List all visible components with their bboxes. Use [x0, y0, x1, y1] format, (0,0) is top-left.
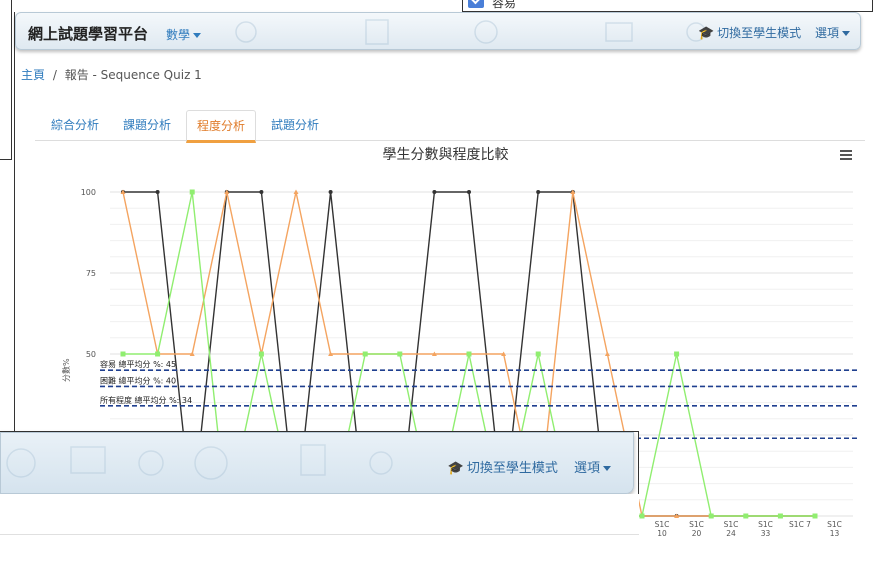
series-point [397, 351, 403, 357]
series-point [536, 190, 541, 194]
series-point [812, 513, 818, 519]
front-window: 🎓 切換至學生模式 選項 [0, 431, 639, 586]
front-switch-mode-label: 切換至學生模式 [466, 461, 558, 476]
front-navbar-right: 🎓 切換至學生模式 選項 [448, 457, 611, 476]
chevron-down-icon [842, 31, 850, 36]
series-point [466, 351, 472, 357]
series-point [328, 190, 333, 194]
graduation-cap-icon: 🎓 [697, 26, 715, 41]
x-tick-label: 20 [692, 529, 702, 538]
series-point [362, 351, 368, 357]
checkbox-checked-icon[interactable] [468, 0, 484, 8]
x-tick-label: S1C [827, 520, 842, 529]
series-point [743, 513, 749, 519]
front-navbar: 🎓 切換至學生模式 選項 [0, 432, 634, 494]
x-tick-label: 24 [726, 529, 736, 538]
series-point [259, 190, 264, 194]
series-point [224, 189, 230, 194]
chart-title: 學生分數與程度比較 [382, 147, 509, 163]
options-label: 選項 [814, 26, 839, 40]
subject-dropdown[interactable]: 數學 [166, 26, 202, 43]
x-tick-label: S1C [655, 520, 670, 529]
app-brand[interactable]: 網上試題學習平台 [28, 25, 149, 43]
series-point [674, 513, 680, 518]
checkbox-label: 容易 [492, 0, 517, 10]
reference-line-label: 容易 總平均分 %: 45 [100, 359, 176, 369]
series-point [431, 351, 437, 356]
tab-question[interactable]: 試題分析 [271, 118, 320, 132]
front-options-dropdown[interactable]: 選項 [574, 461, 611, 476]
series-point [189, 189, 195, 195]
options-dropdown[interactable]: 選項 [815, 26, 850, 40]
breadcrumb-home[interactable]: 主頁 [21, 68, 46, 82]
breadcrumb-current: 報告 - Sequence Quiz 1 [64, 68, 202, 82]
series-point [674, 351, 680, 357]
series-point [467, 190, 471, 194]
series-point [155, 351, 161, 357]
chevron-down-icon [603, 466, 611, 471]
series-point [570, 189, 576, 194]
chevron-down-icon [193, 33, 202, 38]
series-point [293, 189, 299, 194]
tab-overall[interactable]: 綜合分析 [51, 118, 100, 132]
front-window-body [0, 494, 639, 586]
series-point [777, 513, 783, 519]
switch-mode-label: 切換至學生模式 [717, 26, 802, 40]
top-navbar: 網上試題學習平台 數學 🎓 切換至學生模式 選項 [15, 12, 861, 50]
series-point [189, 351, 195, 356]
breadcrumb: 主頁 / 報告 - Sequence Quiz 1 [21, 66, 202, 83]
front-switch-mode-link[interactable]: 🎓 切換至學生模式 [448, 461, 558, 476]
x-tick-label: 13 [830, 529, 840, 538]
tab-topic[interactable]: 課題分析 [123, 118, 172, 132]
y-axis-label: 分數% [61, 358, 71, 382]
x-tick-label: 33 [761, 529, 771, 538]
x-tick-label: S1C [758, 520, 773, 529]
series-point [604, 351, 610, 356]
breadcrumb-separator: / [52, 68, 57, 82]
analysis-tabs: 綜合分析 課題分析 程度分析 試題分析 [35, 110, 865, 143]
series-point [501, 351, 507, 356]
x-tick-label: S1C [724, 520, 739, 529]
x-tick-label: 10 [657, 529, 667, 538]
series-point [328, 351, 334, 356]
front-navbar-decoration [6, 444, 393, 480]
series-point [155, 190, 160, 194]
subject-dropdown-label: 數學 [166, 28, 191, 42]
series-point [120, 351, 126, 357]
switch-mode-link[interactable]: 🎓 切換至學生模式 [697, 26, 802, 41]
series-point [432, 190, 437, 194]
front-options-label: 選項 [573, 461, 600, 476]
navbar-decoration [235, 19, 706, 45]
series-point [535, 351, 541, 357]
front-subheader [0, 494, 639, 535]
graduation-cap-icon: 🎓 [447, 461, 464, 476]
y-tick-label: 100 [81, 188, 96, 197]
reference-line-label: 所有程度 總平均分 %: 34 [100, 395, 192, 405]
series-point [708, 513, 714, 519]
x-tick-label: S1C 7 [789, 520, 811, 529]
series-point [639, 513, 645, 519]
tab-level[interactable]: 程度分析 [186, 110, 257, 143]
background-window-edge [0, 0, 12, 160]
reference-line-label: 困難 總平均分 %: 40 [100, 375, 176, 385]
navbar-right: 🎓 切換至學生模式 選項 [698, 24, 850, 41]
y-tick-label: 75 [86, 269, 96, 278]
series-point [120, 189, 126, 194]
series-point [258, 351, 264, 357]
background-window-strip [462, 0, 873, 12]
x-tick-label: S1C [689, 520, 704, 529]
chart-menu-icon[interactable] [840, 150, 852, 162]
y-tick-label: 50 [86, 350, 96, 359]
